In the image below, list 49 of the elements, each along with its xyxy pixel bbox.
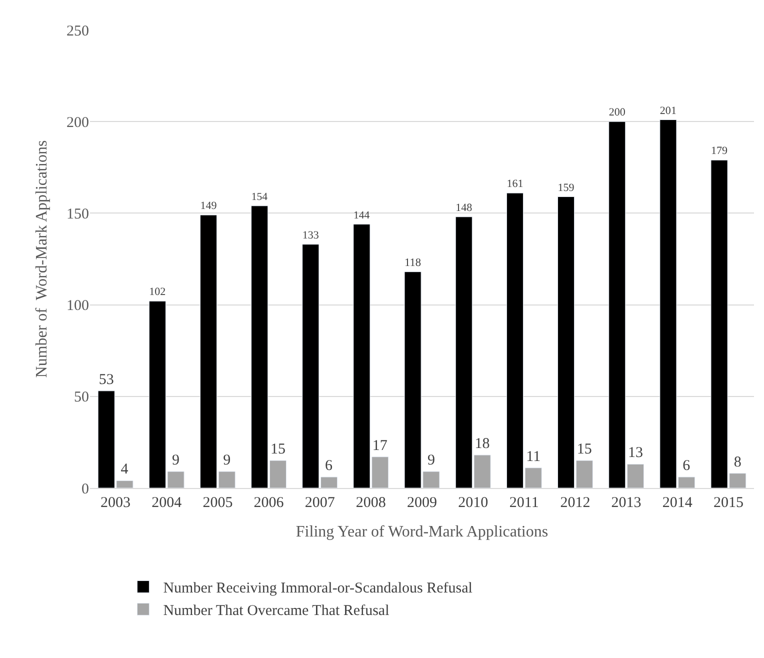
y-tick-label: 100: [66, 298, 89, 314]
legend-label: Number That Overcame That Refusal: [163, 603, 390, 620]
x-tick-label: 2010: [458, 495, 488, 511]
data-label: 179: [711, 145, 728, 158]
y-axis-title: Number of Word-Mark Applications: [33, 140, 50, 378]
data-label: 11: [526, 448, 541, 465]
data-label: 9: [223, 452, 231, 469]
data-label: 9: [172, 452, 180, 469]
data-label: 17: [372, 438, 388, 454]
x-tick-label: 2006: [254, 495, 284, 511]
data-label: 200: [608, 106, 626, 119]
x-tick-label: 2013: [611, 495, 642, 511]
y-tick-label: 200: [66, 114, 89, 131]
data-label: 149: [200, 200, 218, 212]
data-label: 13: [628, 445, 644, 462]
data-label: 53: [98, 372, 114, 388]
x-tick-label: 2004: [152, 495, 182, 511]
data-label: 9: [427, 452, 435, 469]
data-label: 161: [506, 178, 524, 190]
x-axis-title: Filing Year of Word-Mark Applications: [296, 524, 548, 541]
x-tick-label: 2009: [407, 495, 437, 511]
x-tick-label: 2015: [713, 495, 744, 511]
legend-label: Number Receiving Immoral-or-Scandalous Refusal: [163, 580, 472, 597]
data-label: 148: [456, 202, 473, 214]
x-tick-label: 2008: [356, 495, 386, 511]
data-label: 201: [660, 104, 676, 117]
y-tick-label: 250: [66, 23, 89, 40]
data-label: 118: [404, 256, 422, 269]
y-tick-label: 0: [82, 481, 89, 498]
data-label: 102: [149, 286, 166, 298]
y-tick-label: 150: [66, 206, 89, 222]
x-tick-label: 2011: [509, 495, 539, 511]
data-label: 18: [474, 436, 490, 452]
data-label: 133: [302, 229, 320, 242]
data-label: 15: [576, 442, 592, 458]
data-label: 15: [270, 442, 286, 458]
data-label: 4: [120, 462, 129, 478]
x-tick-label: 2005: [202, 495, 233, 511]
x-tick-label: 2014: [662, 495, 693, 511]
data-label: 144: [353, 209, 370, 222]
data-label: 8: [734, 454, 742, 470]
data-label: 6: [682, 458, 691, 474]
y-tick-label: 50: [74, 390, 89, 406]
data-label: 159: [558, 182, 575, 194]
x-tick-label: 2012: [560, 495, 590, 511]
data-label: 6: [325, 458, 334, 474]
x-tick-label: 2007: [304, 495, 336, 511]
data-label: 154: [251, 190, 268, 203]
x-tick-label: 2003: [100, 495, 131, 511]
